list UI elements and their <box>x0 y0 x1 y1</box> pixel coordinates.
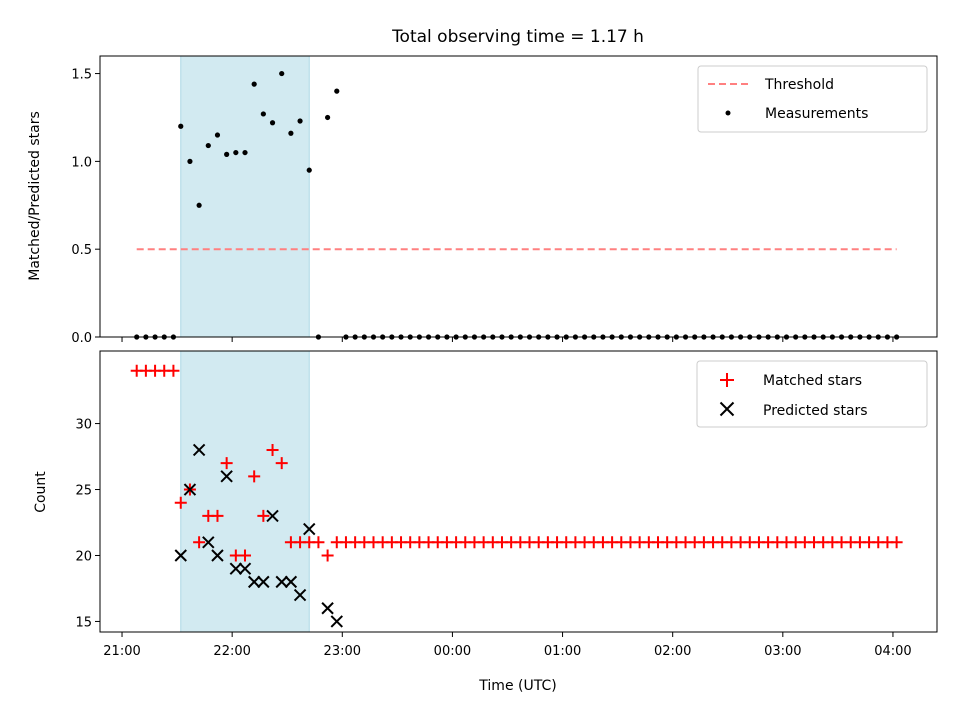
x-tick-label: 02:00 <box>654 644 691 659</box>
legend-predicted-label: Predicted stars <box>763 403 868 419</box>
matched-star-point <box>193 536 206 549</box>
y-tick-label: 25 <box>75 484 92 499</box>
predicted-star-point <box>183 483 197 496</box>
y-tick-label: 0.0 <box>71 331 92 346</box>
measurement-point <box>251 81 257 87</box>
measurement-point <box>224 151 230 157</box>
legend-predicted-swatch <box>719 401 735 417</box>
measurement-point <box>178 123 184 129</box>
predicted-star-point <box>293 588 307 602</box>
predicted-star-point <box>238 562 252 575</box>
bottom-legend-box <box>696 360 928 428</box>
predicted-star-point <box>266 509 279 523</box>
x-tick-label: 01:00 <box>544 644 581 659</box>
predicted-star-point <box>174 549 187 562</box>
highlight-band <box>180 350 310 633</box>
matched-star-point <box>890 536 903 549</box>
predicted-star-point <box>284 575 298 589</box>
measurement-point <box>297 118 303 124</box>
measurement-point <box>196 202 202 208</box>
matched-star-point <box>266 443 279 456</box>
legend-matched-swatch <box>720 373 734 387</box>
y-tick-label: 0.5 <box>71 243 92 258</box>
legend-matched-label: Matched stars <box>763 373 862 389</box>
x-tick-label: 23:00 <box>324 644 361 659</box>
measurement-point <box>269 120 276 126</box>
matched-star-point <box>211 509 224 522</box>
bottom-legend: Matched stars Predicted stars <box>696 360 928 428</box>
measurement-point <box>214 132 221 138</box>
legend-measurements-swatch <box>725 110 731 116</box>
legend-measurements-label: Measurements <box>765 106 868 122</box>
x-tick-label: 04:00 <box>874 644 911 659</box>
measurement-point <box>306 167 312 173</box>
x-tick-label: 21:00 <box>103 644 140 659</box>
bottom-y-axis-label: Count <box>33 471 49 513</box>
predicted-star-point <box>247 575 261 589</box>
predicted-star-point <box>211 549 224 562</box>
matched-star-point <box>239 549 252 562</box>
matched-star-point <box>275 457 288 470</box>
bottom-panel: 15 20 25 30 21:00 22:00 23:00 00:00 01:00 02:00 03… <box>33 350 938 659</box>
matched-star-point <box>167 364 180 377</box>
predicted-star-point <box>202 536 215 549</box>
measurement-point <box>260 111 266 117</box>
x-tick-label: 03:00 <box>764 644 801 659</box>
bottom-plot-area: 15 20 25 30 21:00 22:00 23:00 00:00 01:00 02:00 03… <box>75 350 938 659</box>
predicted-star-point <box>275 575 288 589</box>
predicted-star-point <box>257 575 270 589</box>
highlight-band <box>180 55 310 338</box>
y-tick-label: 20 <box>75 549 92 564</box>
matched-star-point <box>312 536 325 549</box>
matched-star-point <box>321 549 334 562</box>
x-axis-label: Time (UTC) <box>478 678 556 694</box>
measurement-point <box>279 70 285 77</box>
predicted-star-point <box>330 615 343 628</box>
x-tick-label: 00:00 <box>434 644 471 659</box>
y-tick-label: 15 <box>75 615 92 630</box>
matched-star-point <box>257 509 270 522</box>
predicted-star-point <box>220 470 233 483</box>
top-y-axis-label: Matched/Predicted stars <box>27 111 43 281</box>
matched-star-point <box>174 496 187 509</box>
predicted-star-point <box>192 443 206 457</box>
measurement-point <box>242 149 248 156</box>
predicted-star-point <box>303 522 316 536</box>
matched-star-point <box>248 470 261 483</box>
x-tick-label: 22:00 <box>213 644 250 659</box>
top-panel: 0.0 0.5 1.0 1.5 Matched/Predicted stars Thr… <box>27 55 938 346</box>
matched-star-point <box>220 457 233 470</box>
measurement-point <box>233 149 239 156</box>
predicted-star-point <box>321 602 334 615</box>
y-tick-label: 30 <box>75 418 92 433</box>
y-tick-label: 1.5 <box>71 68 92 83</box>
top-plot-area: 0.0 0.5 1.0 1.5 <box>71 55 938 346</box>
legend-threshold-label: Threshold <box>764 77 834 93</box>
measurement-point <box>325 114 331 121</box>
measurement-point <box>288 130 294 136</box>
predicted-star-point <box>229 562 243 575</box>
chart-title: Total observing time = 1.17 h <box>391 27 644 47</box>
measurement-point <box>205 142 211 149</box>
y-tick-label: 1.0 <box>71 155 92 170</box>
axes-frame <box>99 350 938 633</box>
measurement-point <box>187 158 193 164</box>
measurement-point <box>334 88 340 94</box>
axes-frame <box>99 55 938 338</box>
top-legend: Threshold Measurements <box>697 65 928 133</box>
top-legend-box <box>697 65 928 133</box>
